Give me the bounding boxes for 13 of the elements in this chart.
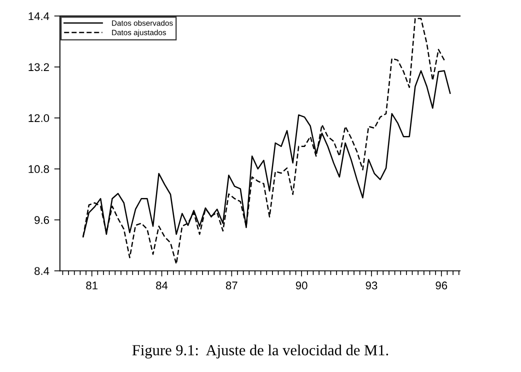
- caption: Figure 9.1: Ajuste de la velocidad de M1.: [132, 344, 388, 358]
- y-tick-label: 12.0: [28, 114, 50, 122]
- x-tick-label: 84: [156, 282, 168, 290]
- y-tick-label: 14.4: [28, 12, 50, 20]
- y-tick-label: 13.2: [28, 63, 49, 72]
- y-tick-label: 10.8: [28, 165, 50, 174]
- x-tick-label: 81: [86, 282, 98, 290]
- y-tick-label: 9.6: [34, 216, 50, 224]
- y-tick-label: 8.4: [34, 267, 50, 275]
- x-tick-label: 90: [296, 282, 308, 290]
- x-tick-label: 96: [436, 282, 448, 290]
- x-tick-label: 87: [226, 282, 238, 290]
- x-tick-label: 93: [366, 282, 378, 290]
